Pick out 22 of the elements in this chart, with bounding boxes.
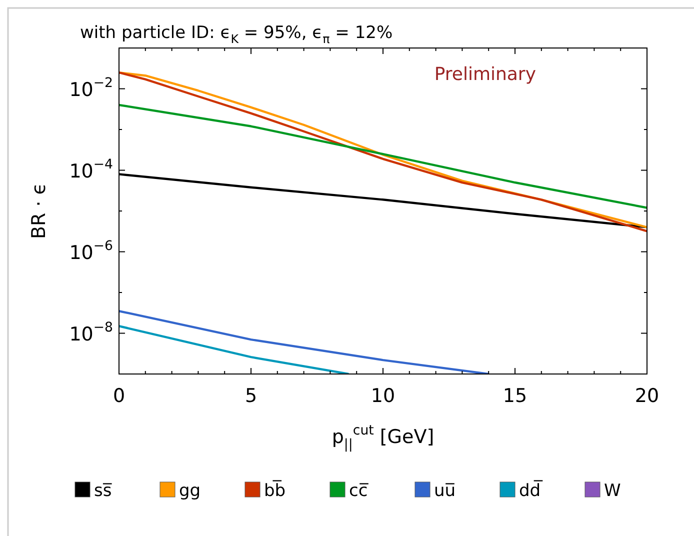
annotation: Preliminary: [434, 64, 536, 85]
x-tick-label: 20: [634, 385, 660, 407]
x-tick-label: 0: [112, 385, 126, 407]
legend-label: gg: [179, 481, 201, 501]
line-series: [119, 104, 647, 209]
y-tick-label: 10$^{−6}$: [69, 239, 113, 264]
x-tick-label: 10: [370, 385, 396, 407]
x-tick-label: 5: [244, 385, 258, 407]
y-tick-label: 10$^{−2}$: [69, 76, 113, 101]
y-tick-label: 10$^{−4}$: [69, 158, 113, 182]
legend-label: uu̅: [434, 481, 456, 501]
legend-label: ss̅: [94, 481, 113, 501]
x-axis-title: p$_{||}$$^{cut}$ [GeV]: [332, 423, 434, 453]
x-tick-label: 15: [502, 385, 528, 407]
legend-label: cc̅: [349, 481, 370, 501]
y-tick-label: 10$^{−8}$: [69, 320, 113, 346]
chart-title: with particle ID: ϵ$_{K}$ = 95%, ϵ$_{π}$ = 12%: [80, 23, 393, 46]
legend-label: bb̅: [264, 480, 286, 501]
legend-label: W: [604, 481, 621, 501]
line-series: [119, 310, 490, 374]
y-axis-title: BR · ϵ: [28, 182, 50, 240]
legend-label: dd̅: [519, 480, 544, 501]
